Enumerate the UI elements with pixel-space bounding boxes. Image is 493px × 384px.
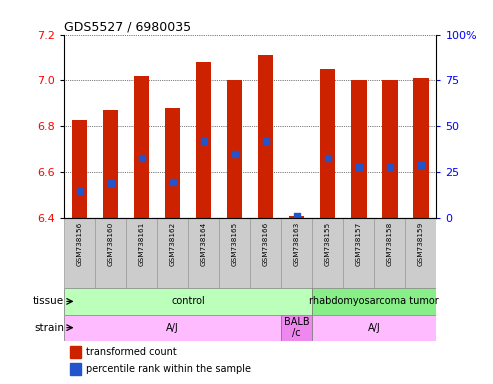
Text: GSM738163: GSM738163 bbox=[294, 222, 300, 266]
Point bbox=[200, 138, 208, 144]
Point bbox=[138, 155, 145, 161]
Bar bbox=[103, 110, 118, 218]
Text: strain: strain bbox=[34, 323, 64, 333]
Bar bbox=[70, 346, 81, 358]
Bar bbox=[258, 55, 274, 218]
Bar bbox=[157, 218, 188, 288]
Text: percentile rank within the sample: percentile rank within the sample bbox=[86, 364, 251, 374]
Text: control: control bbox=[171, 296, 205, 306]
Bar bbox=[196, 62, 211, 218]
Text: GSM738156: GSM738156 bbox=[76, 222, 83, 266]
Bar bbox=[188, 218, 219, 288]
Bar bbox=[320, 69, 336, 218]
Text: GSM738159: GSM738159 bbox=[418, 222, 424, 266]
Bar bbox=[405, 218, 436, 288]
Text: A/J: A/J bbox=[166, 323, 179, 333]
Text: GSM738165: GSM738165 bbox=[232, 222, 238, 266]
Bar bbox=[219, 218, 250, 288]
Bar bbox=[312, 218, 343, 288]
Text: A/J: A/J bbox=[368, 323, 381, 333]
Point bbox=[293, 214, 301, 220]
Bar bbox=[281, 218, 312, 288]
Bar bbox=[312, 314, 436, 341]
Bar bbox=[351, 81, 366, 218]
Bar bbox=[382, 81, 397, 218]
Bar bbox=[374, 218, 405, 288]
Text: GSM738162: GSM738162 bbox=[170, 222, 176, 266]
Bar bbox=[126, 218, 157, 288]
Bar bbox=[281, 314, 312, 341]
Text: GSM738161: GSM738161 bbox=[139, 222, 144, 266]
Text: rhabdomyosarcoma tumor: rhabdomyosarcoma tumor bbox=[310, 296, 439, 306]
Bar bbox=[64, 218, 95, 288]
Bar bbox=[64, 314, 281, 341]
Point bbox=[106, 180, 114, 187]
Bar bbox=[64, 288, 312, 314]
Point bbox=[417, 162, 425, 168]
Text: transformed count: transformed count bbox=[86, 347, 177, 357]
Bar bbox=[343, 218, 374, 288]
Point bbox=[169, 179, 176, 185]
Bar bbox=[70, 363, 81, 375]
Point bbox=[75, 188, 83, 194]
Text: BALB
/c: BALB /c bbox=[284, 317, 310, 338]
Point bbox=[262, 138, 270, 144]
Bar bbox=[227, 81, 243, 218]
Bar bbox=[250, 218, 281, 288]
Text: tissue: tissue bbox=[33, 296, 64, 306]
Text: GSM738166: GSM738166 bbox=[263, 222, 269, 266]
Point bbox=[324, 155, 332, 161]
Bar bbox=[413, 78, 428, 218]
Text: GSM738157: GSM738157 bbox=[356, 222, 362, 266]
Text: GSM738160: GSM738160 bbox=[107, 222, 113, 266]
Bar bbox=[165, 108, 180, 218]
Text: GSM738164: GSM738164 bbox=[201, 222, 207, 266]
Point bbox=[386, 164, 394, 170]
Text: GSM738158: GSM738158 bbox=[387, 222, 393, 266]
Bar bbox=[134, 76, 149, 218]
Text: GDS5527 / 6980035: GDS5527 / 6980035 bbox=[64, 20, 191, 33]
Bar bbox=[312, 288, 436, 314]
Bar bbox=[95, 218, 126, 288]
Bar bbox=[72, 119, 87, 218]
Point bbox=[231, 151, 239, 157]
Text: GSM738155: GSM738155 bbox=[325, 222, 331, 266]
Bar bbox=[289, 216, 305, 218]
Point bbox=[355, 164, 363, 170]
